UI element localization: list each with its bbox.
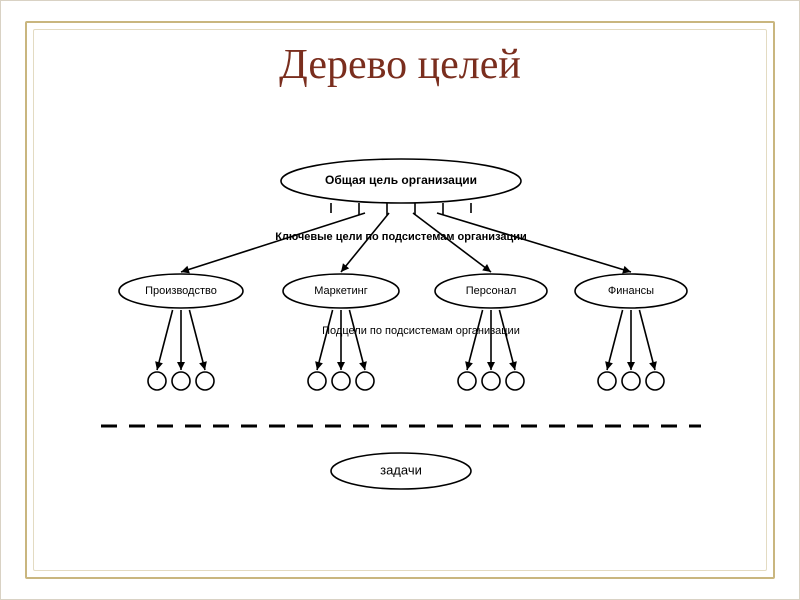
goal-tree-diagram: Общая цель организации Ключевые цели по п… bbox=[91, 151, 711, 511]
svg-text:задачи: задачи bbox=[380, 462, 422, 477]
slide: Дерево целей Общая цель организации Ключе… bbox=[0, 0, 800, 600]
svg-text:Маркетинг: Маркетинг bbox=[314, 285, 367, 297]
svg-text:Подцели по подсистемам организ: Подцели по подсистемам организации bbox=[322, 325, 520, 337]
slide-title: Дерево целей bbox=[1, 41, 799, 89]
svg-text:Производство: Производство bbox=[145, 285, 217, 297]
goal-tree-svg: Общая цель организации Ключевые цели по п… bbox=[91, 151, 711, 511]
svg-text:Персонал: Персонал bbox=[466, 285, 517, 297]
svg-text:Общая цель организации: Общая цель организации bbox=[325, 173, 477, 187]
svg-text:Ключевые цели по подсистемам о: Ключевые цели по подсистемам организации bbox=[275, 231, 527, 243]
svg-text:Финансы: Финансы bbox=[608, 285, 654, 297]
